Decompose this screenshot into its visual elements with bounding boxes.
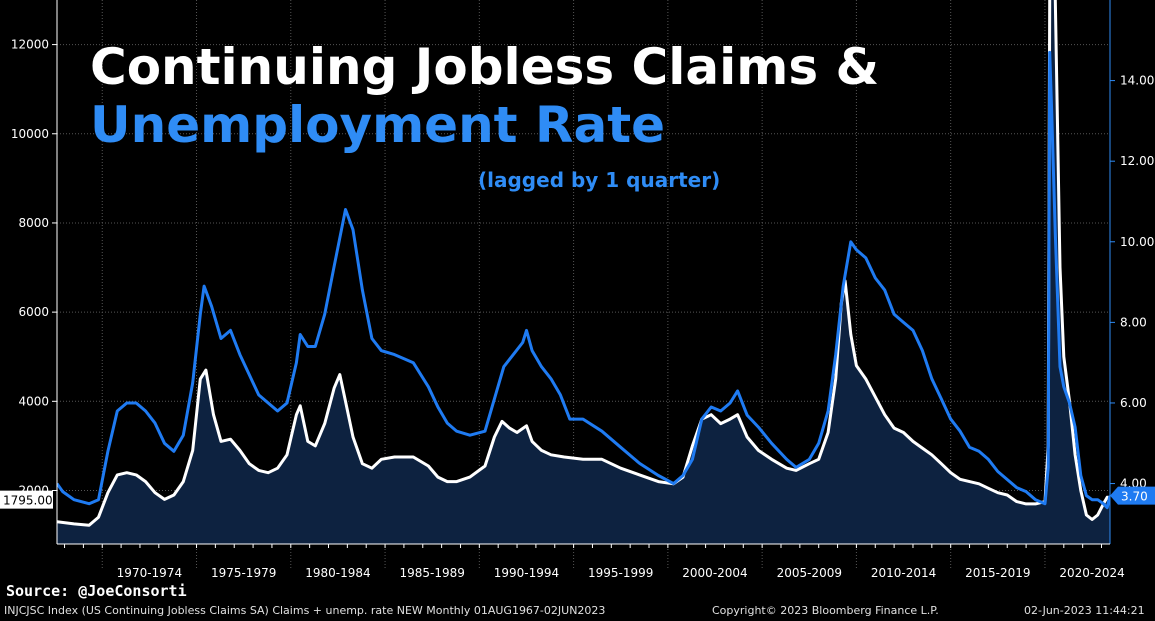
right-tick-label: 6.00 [1120, 396, 1147, 410]
left-tick-label: 6000 [18, 305, 49, 319]
claims-series-line [57, 0, 1110, 527]
footer-copyright: Copyright© 2023 Bloomberg Finance L.P. [712, 604, 939, 617]
chart-title-line1: Continuing Jobless Claims & [90, 38, 880, 96]
footer-timestamp: 02-Jun-2023 11:44:21 [1024, 604, 1145, 617]
x-tick-label: 1990-1994 [494, 566, 559, 580]
chart-subtitle: (lagged by 1 quarter) [478, 168, 721, 192]
left-tick-label: 12000 [11, 38, 49, 52]
claims-area [57, 0, 1110, 544]
x-tick-label: 1970-1974 [117, 566, 182, 580]
right-tick-label: 10.00 [1120, 235, 1154, 249]
claims-value-box [0, 490, 53, 509]
x-tick-label: 1985-1989 [399, 566, 464, 580]
x-tick-label: 1975-1979 [211, 566, 276, 580]
left-tick-label: 4000 [18, 394, 49, 408]
x-tick-label: 2005-2009 [777, 566, 842, 580]
x-tick-label: 2000-2004 [682, 566, 747, 580]
right-tick-label: 8.00 [1120, 315, 1147, 329]
x-tick-label: 2015-2019 [965, 566, 1030, 580]
unemployment-value-box [1110, 486, 1155, 505]
x-tick-label: 2010-2014 [871, 566, 936, 580]
source-credit: Source: @JoeConsorti [6, 582, 187, 600]
unemployment-series-line [57, 50, 1110, 510]
left-tick-label: 10000 [11, 127, 49, 141]
claims-current-value: 1795.00 [3, 494, 53, 508]
left-tick-label: 8000 [18, 216, 49, 230]
right-tick-label: 14.00 [1120, 74, 1154, 88]
chart-title-line2: Unemployment Rate [90, 96, 666, 154]
x-tick-label: 1980-1984 [305, 566, 370, 580]
footer-index-description: INJCJSC Index (US Continuing Jobless Cla… [4, 604, 606, 617]
right-tick-label: 12.00 [1120, 154, 1154, 168]
x-tick-label: 2020-2024 [1059, 566, 1124, 580]
unemployment-current-value: 3.70 [1121, 490, 1148, 504]
x-tick-label: 1995-1999 [588, 566, 653, 580]
